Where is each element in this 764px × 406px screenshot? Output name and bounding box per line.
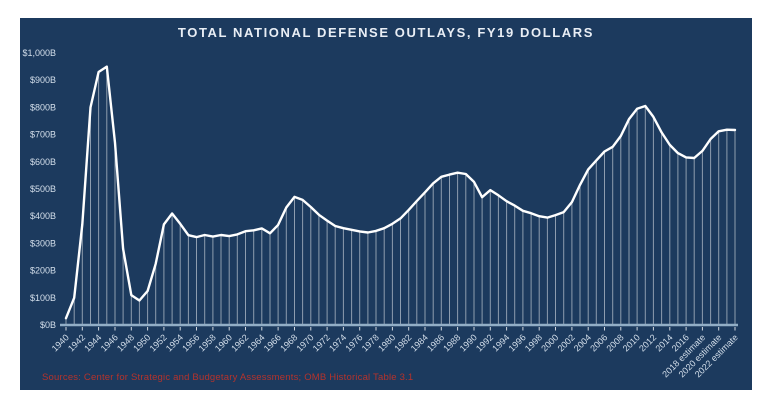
y-axis-label: $1,000B	[22, 48, 56, 58]
x-axis-label: 2004	[572, 332, 593, 353]
x-axis-label: 1974	[327, 332, 348, 353]
x-axis-label: 2002	[556, 332, 577, 353]
x-axis-label: 1956	[180, 332, 201, 353]
y-axis-labels: $1,000B $900B $800B $700B $600B $500B $400B $30…	[22, 48, 56, 330]
x-axis-label: 1950	[131, 332, 152, 353]
x-axis-label: 1964	[245, 332, 266, 353]
x-axis-label: 1946	[99, 332, 120, 353]
y-axis-label: $700B	[30, 130, 56, 140]
x-axis-label: 1988	[441, 332, 462, 353]
defense-outlays-line-chart: 1940194219441946194819501952195419561958…	[22, 48, 739, 379]
y-axis-label: $200B	[30, 266, 56, 276]
x-axis-label: 2000	[539, 332, 560, 353]
x-axis-label: 2014	[653, 332, 674, 353]
x-axis-label: 1942	[66, 332, 87, 353]
chart-title: TOTAL NATIONAL DEFENSE OUTLAYS, FY19 DOL…	[177, 25, 595, 40]
y-axis-label: $800B	[30, 102, 56, 112]
x-axis-label: 1996	[507, 332, 528, 353]
x-axis-label: 1994	[490, 332, 511, 353]
x-axis-label: 1944	[82, 332, 103, 353]
x-axis-label: 1966	[262, 332, 283, 353]
x-axis-label: 1952	[148, 332, 169, 353]
x-axis-label: 2010	[621, 332, 642, 353]
x-axis-label: 1980	[376, 332, 397, 353]
x-axis-label: 1990	[458, 332, 479, 353]
y-axis-label: $0B	[40, 320, 56, 330]
x-axis-label: 2008	[604, 332, 625, 353]
x-axis-label: 1972	[311, 332, 332, 353]
source-note: Sources: Center for Strategic and Budget…	[42, 372, 414, 383]
x-axis-label: 1958	[197, 332, 218, 353]
y-axis-label: $400B	[30, 211, 56, 221]
y-axis-label: $300B	[30, 238, 56, 248]
y-axis-label: $100B	[30, 293, 56, 303]
y-axis-label: $600B	[30, 157, 56, 167]
x-axis-label: 2006	[588, 332, 609, 353]
y-axis-label: $500B	[30, 184, 56, 194]
drop-lines	[65, 66, 736, 324]
x-axis-label: 1976	[343, 332, 364, 353]
x-axis-label: 1970	[294, 332, 315, 353]
x-axis-label: 1948	[115, 332, 136, 353]
x-axis-label: 1978	[360, 332, 381, 353]
x-axis-label: 1954	[164, 332, 185, 353]
outlays-line	[64, 65, 737, 320]
x-axis-label: 1968	[278, 332, 299, 353]
y-axis-label: $900B	[30, 75, 56, 85]
x-axis-label: 1986	[425, 332, 446, 353]
x-axis-label: 1962	[229, 332, 250, 353]
x-axis-label: 1940	[50, 332, 71, 353]
x-axis-label: 1984	[409, 332, 430, 353]
x-axis-label: 1992	[474, 332, 495, 353]
x-axis-label: 1960	[213, 332, 234, 353]
x-axis-label: 1998	[523, 332, 544, 353]
chart-panel: 1940 1942 1944 1946 1948 1950 1952 1954 1956 1958…	[20, 18, 752, 390]
x-axis-label: 2012	[637, 332, 658, 353]
x-axis-label: 1982	[392, 332, 413, 353]
